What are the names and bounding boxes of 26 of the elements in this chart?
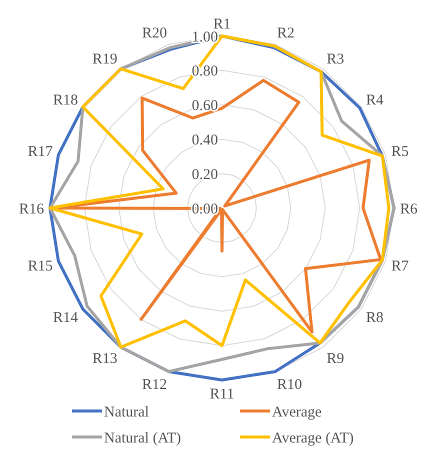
spoke-label: R17 bbox=[28, 144, 54, 160]
spoke-label: R3 bbox=[326, 52, 344, 68]
spoke-label: R8 bbox=[366, 310, 384, 326]
spoke-label: R10 bbox=[277, 377, 302, 394]
legend-label: Average (AT) bbox=[272, 430, 354, 446]
spoke-label: R15 bbox=[28, 258, 53, 274]
spoke-label: R14 bbox=[52, 310, 78, 326]
spoke-label: R9 bbox=[326, 350, 344, 367]
spoke-label: R2 bbox=[277, 25, 295, 42]
spoke-label: R20 bbox=[142, 25, 167, 42]
spoke-label: R5 bbox=[391, 144, 409, 160]
legend-label: Average bbox=[272, 404, 322, 420]
spoke-label: R11 bbox=[210, 386, 234, 402]
spoke-label: R19 bbox=[92, 52, 118, 68]
spoke-label: R7 bbox=[391, 258, 410, 274]
y-tick-label: 0.40 bbox=[192, 132, 218, 148]
spoke-label: R4 bbox=[366, 92, 384, 109]
spoke-label: R16 bbox=[18, 201, 44, 218]
spoke-label: R12 bbox=[142, 377, 167, 394]
legend-label: Natural (AT) bbox=[104, 430, 182, 446]
spoke-label: R13 bbox=[92, 350, 118, 367]
legend-label: Natural bbox=[104, 404, 149, 420]
spoke-label: R6 bbox=[400, 201, 418, 218]
y-tick-label: 0.60 bbox=[192, 98, 218, 114]
spoke-label: R18 bbox=[52, 92, 78, 109]
y-tick-label: 0.20 bbox=[192, 166, 218, 183]
